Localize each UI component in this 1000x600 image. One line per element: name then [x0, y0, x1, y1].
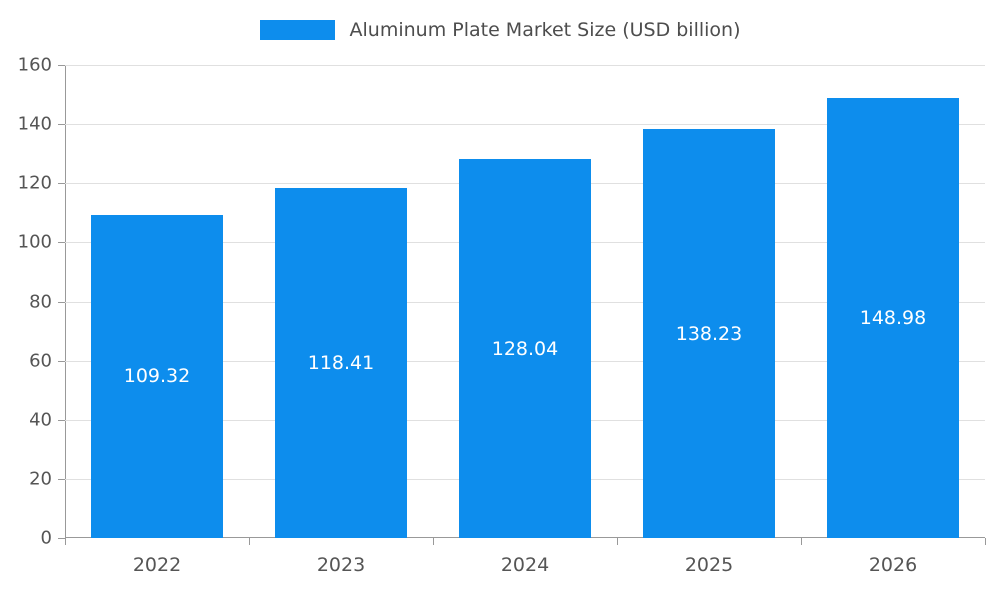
y-axis-label: 120	[17, 172, 52, 194]
bar-value-label: 148.98	[859, 306, 927, 329]
y-axis-label: 40	[29, 409, 52, 431]
x-axis-label: 2025	[684, 554, 734, 576]
gridline	[65, 65, 985, 66]
x-axis-label: 2023	[316, 554, 366, 576]
y-axis-label: 0	[40, 527, 52, 549]
plot-area: 109.32 118.41 128.04 138.23 148.98	[65, 65, 985, 538]
x-axis-label: 2022	[132, 554, 182, 576]
bar-value-label: 138.23	[675, 322, 743, 345]
bar: 128.04	[458, 159, 592, 538]
x-tick-mark	[801, 538, 802, 545]
y-axis-label: 80	[29, 291, 52, 312]
x-axis-label: 2024	[500, 554, 550, 576]
x-tick-mark	[433, 538, 434, 545]
y-axis-label: 160	[17, 54, 52, 76]
x-axis-label: 2026	[868, 554, 918, 576]
bar-value-label: 128.04	[491, 337, 559, 360]
chart-legend: Aluminum Plate Market Size (USD billion)	[0, 18, 1000, 42]
legend-swatch	[259, 20, 335, 40]
bar-value-label: 109.32	[123, 365, 191, 388]
chart-title: Aluminum Plate Market Size (USD billion)	[349, 19, 741, 41]
x-tick-mark	[985, 538, 986, 545]
y-tick-mark	[58, 538, 65, 539]
bar: 109.32	[90, 214, 224, 538]
y-axis-label: 100	[17, 231, 52, 253]
y-tick-mark	[58, 360, 65, 362]
y-tick-mark	[58, 242, 65, 244]
y-tick-mark	[58, 419, 65, 421]
y-axis-label: 60	[29, 350, 52, 372]
y-tick-mark	[58, 65, 65, 66]
x-tick-mark	[65, 538, 66, 545]
bar: 138.23	[642, 129, 776, 538]
y-tick-mark	[58, 301, 65, 303]
y-axis-label: 20	[29, 468, 52, 490]
y-axis-label: 140	[17, 113, 52, 135]
gridline	[65, 124, 985, 126]
bar: 148.98	[826, 97, 960, 538]
y-tick-mark	[58, 183, 65, 185]
bar: 118.41	[274, 187, 408, 538]
x-tick-mark	[617, 538, 618, 545]
y-tick-mark	[58, 124, 65, 126]
bar-value-label: 118.41	[307, 351, 375, 374]
y-tick-mark	[58, 478, 65, 480]
x-tick-mark	[249, 538, 250, 545]
